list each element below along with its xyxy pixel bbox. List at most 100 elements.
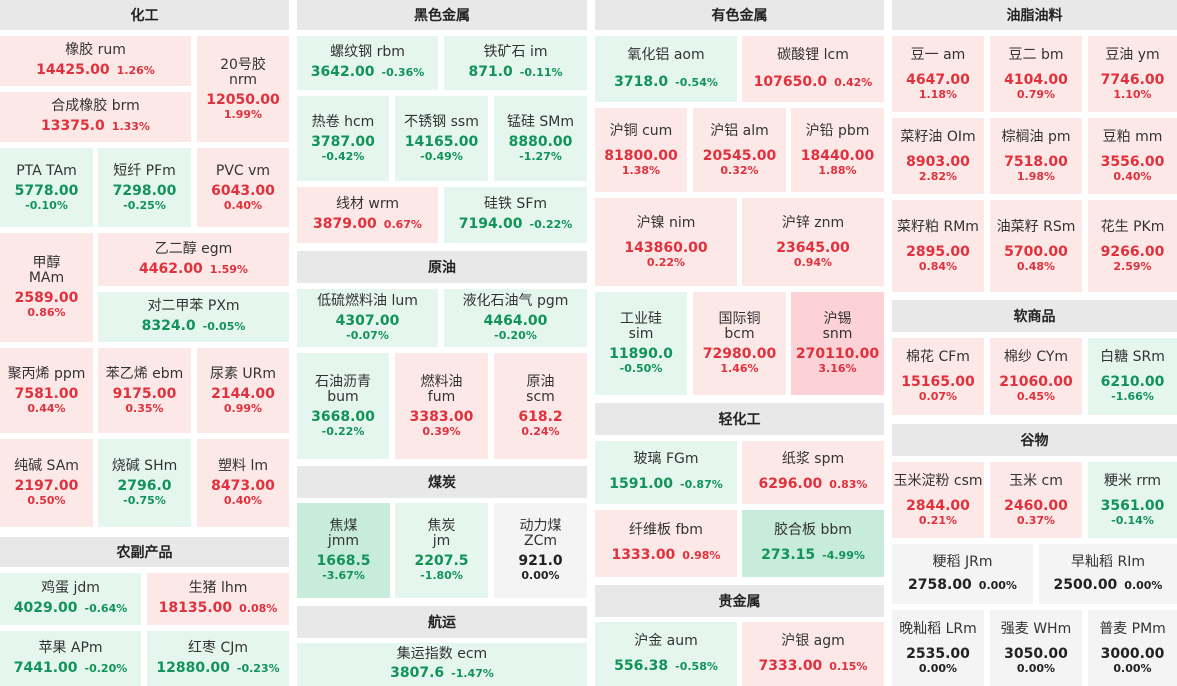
ticker-name: 工业硅 bbox=[620, 311, 662, 327]
ticker-JRm[interactable]: 粳稻 JRm 2758.00 0.00% bbox=[892, 544, 1033, 604]
ticker-TAm[interactable]: PTA TAm 5778.00 -0.10% bbox=[0, 148, 93, 227]
ticker-lcm[interactable]: 碳酸锂 lcm 107650.0 0.42% bbox=[742, 36, 884, 102]
ticker-price: 12880.00 bbox=[156, 659, 230, 676]
ticker-RSm[interactable]: 油菜籽 RSm 5700.00 0.48% bbox=[990, 200, 1082, 292]
ticker-snm[interactable]: 沪锡 snm 270110.00 3.16% bbox=[791, 292, 884, 395]
ticker-scm[interactable]: 原油 scm 618.2 0.24% bbox=[494, 353, 587, 459]
ticker-name: 氧化铝 aom bbox=[627, 46, 705, 63]
section-header-crude: 原油 bbox=[297, 251, 587, 283]
ticker-brm[interactable]: 合成橡胶 brm 13375.0 1.33% bbox=[0, 92, 191, 142]
ticker-name: 集运指数 ecm bbox=[396, 646, 488, 662]
ticker-SFm[interactable]: 硅铁 SFm 7194.00 -0.22% bbox=[444, 187, 587, 243]
ticker-SRm[interactable]: 白糖 SRm 6210.00 -1.66% bbox=[1088, 338, 1177, 415]
ticker-pbm[interactable]: 沪铅 pbm 18440.00 1.88% bbox=[791, 108, 884, 192]
ticker-rum[interactable]: 橡胶 rum 14425.00 1.26% bbox=[0, 36, 191, 86]
ticker-LRm[interactable]: 晚籼稻 LRm 2535.00 0.00% bbox=[892, 610, 984, 686]
ticker-name: 石油沥青 bbox=[315, 373, 371, 390]
ticker-pgm[interactable]: 液化石油气 pgm 4464.00 -0.20% bbox=[444, 289, 587, 347]
ticker-PFm[interactable]: 短纤 PFm 7298.00 -0.25% bbox=[98, 148, 191, 227]
ticker-price: 2144.00 bbox=[211, 385, 275, 402]
ticker-SHm[interactable]: 烧碱 SHm 2796.0 -0.75% bbox=[98, 439, 191, 527]
ticker-name: 油菜籽 RSm bbox=[996, 218, 1076, 235]
ticker-name: 国际铜 bbox=[718, 311, 761, 327]
ticker-bcm[interactable]: 国际铜 bcm 72980.00 1.46% bbox=[693, 292, 786, 395]
ticker-aom[interactable]: 氧化铝 aom 3718.0 -0.54% bbox=[595, 36, 737, 102]
ticker-price: 5700.00 bbox=[1004, 243, 1068, 260]
ticker-change: -3.67% bbox=[322, 569, 365, 582]
ticker-SMm[interactable]: 锰硅 SMm 8880.00 -1.27% bbox=[494, 96, 587, 181]
ticker-PKm[interactable]: 花生 PKm 9266.00 2.59% bbox=[1088, 200, 1177, 292]
ticker-spm[interactable]: 纸浆 spm 6296.00 0.83% bbox=[742, 441, 884, 504]
ticker-code: sim bbox=[628, 326, 654, 342]
ticker-MAm[interactable]: 甲醇 MAm 2589.00 0.86% bbox=[0, 233, 93, 342]
ticker-change: 1.46% bbox=[720, 362, 759, 375]
ticker-ecm[interactable]: 集运指数 ecm 3807.6 -1.47% bbox=[297, 643, 587, 686]
ticker-code: ZCm bbox=[523, 533, 557, 549]
ticker-cum[interactable]: 沪铜 cum 81800.00 1.38% bbox=[595, 108, 687, 192]
ticker-change: 0.79% bbox=[1016, 87, 1056, 101]
ticker-alm[interactable]: 沪铝 alm 20545.00 0.32% bbox=[693, 108, 786, 192]
ticker-am[interactable]: 豆一 am 4647.00 1.18% bbox=[892, 36, 984, 112]
ticker-lhm[interactable]: 生猪 lhm 18135.00 0.08% bbox=[147, 573, 289, 625]
ticker-lum[interactable]: 低硫燃料油 lum 4307.00 -0.07% bbox=[297, 289, 438, 347]
ticker-name: 棕榈油 pm bbox=[1001, 128, 1071, 145]
ticker-agm[interactable]: 沪银 agm 7333.00 0.15% bbox=[742, 622, 884, 686]
ticker-ssm[interactable]: 不锈钢 ssm 14165.00 -0.49% bbox=[395, 96, 488, 181]
ticker-rrm[interactable]: 粳米 rrm 3561.00 -0.14% bbox=[1088, 462, 1177, 538]
ticker-nim[interactable]: 沪镍 nim 143860.00 0.22% bbox=[595, 198, 737, 286]
ticker-sim[interactable]: 工业硅 sim 11890.0 -0.50% bbox=[595, 292, 687, 395]
ticker-mm[interactable]: 豆粕 mm 3556.00 0.40% bbox=[1088, 118, 1177, 194]
ticker-change: 2.59% bbox=[1113, 259, 1152, 273]
ticker-aum[interactable]: 沪金 aum 556.38 -0.58% bbox=[595, 622, 737, 686]
ticker-SAm[interactable]: 纯碱 SAm 2197.00 0.50% bbox=[0, 439, 93, 527]
ticker-ym[interactable]: 豆油 ym 7746.00 1.10% bbox=[1088, 36, 1177, 112]
ticker-price: 3383.00 bbox=[409, 408, 474, 425]
ticker-ppm[interactable]: 聚丙烯 ppm 7581.00 0.44% bbox=[0, 348, 93, 433]
ticker-bbm[interactable]: 胶合板 bbm 273.15 -4.99% bbox=[742, 510, 884, 577]
ticker-jm[interactable]: 焦炭 jm 2207.5 -1.80% bbox=[395, 503, 488, 598]
ticker-fbm[interactable]: 纤维板 fbm 1333.00 0.98% bbox=[595, 510, 737, 577]
ticker-CFm[interactable]: 棉花 CFm 15165.00 0.07% bbox=[892, 338, 984, 415]
ticker-name: 菜籽油 OIm bbox=[900, 128, 976, 145]
ticker-jmm[interactable]: 焦煤 jmm 1668.5 -3.67% bbox=[297, 503, 390, 598]
ticker-change: 1.18% bbox=[918, 87, 958, 101]
ticker-RMm[interactable]: 菜籽粕 RMm 2895.00 0.84% bbox=[892, 200, 984, 292]
section-header-ferrous: 黑色金属 bbox=[297, 0, 587, 30]
ticker-APm[interactable]: 苹果 APm 7441.00 -0.20% bbox=[0, 631, 141, 686]
ticker-rbm[interactable]: 螺纹钢 rbm 3642.00 -0.36% bbox=[297, 36, 438, 90]
ticker-im[interactable]: 铁矿石 im 871.0 -0.11% bbox=[444, 36, 587, 90]
ticker-WHm[interactable]: 强麦 WHm 3050.00 0.00% bbox=[990, 610, 1082, 686]
section-header-agri: 农副产品 bbox=[0, 537, 289, 567]
ticker-pm[interactable]: 棕榈油 pm 7518.00 1.98% bbox=[990, 118, 1082, 194]
section-header-precious: 贵金属 bbox=[595, 585, 884, 617]
ticker-znm[interactable]: 沪锌 znm 23645.00 0.94% bbox=[742, 198, 884, 286]
ticker-csm[interactable]: 玉米淀粉 csm 2844.00 0.21% bbox=[892, 462, 984, 538]
ticker-cm[interactable]: 玉米 cm 2460.00 0.37% bbox=[990, 462, 1082, 538]
ticker-URm[interactable]: 尿素 URm 2144.00 0.99% bbox=[197, 348, 289, 433]
ticker-change: 0.48% bbox=[1016, 259, 1056, 273]
ticker-OIm[interactable]: 菜籽油 OIm 8903.00 2.82% bbox=[892, 118, 984, 194]
ticker-wrm[interactable]: 线材 wrm 3879.00 0.67% bbox=[297, 187, 438, 243]
ticker-bum[interactable]: 石油沥青 bum 3668.00 -0.22% bbox=[297, 353, 389, 459]
ticker-name: 苹果 APm bbox=[38, 639, 103, 656]
ticker-bm[interactable]: 豆二 bm 4104.00 0.79% bbox=[990, 36, 1082, 112]
ticker-ebm[interactable]: 苯乙烯 ebm 9175.00 0.35% bbox=[98, 348, 191, 433]
ticker-ZCm[interactable]: 动力煤 ZCm 921.0 0.00% bbox=[494, 503, 587, 598]
ticker-change: -0.25% bbox=[123, 198, 166, 212]
ticker-price: 8473.00 bbox=[211, 478, 275, 494]
ticker-fum[interactable]: 燃料油 fum 3383.00 0.39% bbox=[395, 353, 488, 459]
ticker-price: 3879.00 bbox=[313, 216, 377, 232]
ticker-vm[interactable]: PVC vm 6043.00 0.40% bbox=[197, 148, 289, 227]
ticker-PXm[interactable]: 对二甲苯 PXm 8324.0 -0.05% bbox=[98, 292, 289, 342]
ticker-hcm[interactable]: 热卷 hcm 3787.00 -0.42% bbox=[297, 96, 389, 181]
ticker-change: 0.35% bbox=[125, 401, 164, 415]
ticker-nrm[interactable]: 20号胶 nrm 12050.00 1.99% bbox=[197, 36, 289, 142]
ticker-jdm[interactable]: 鸡蛋 jdm 4029.00 -0.64% bbox=[0, 573, 141, 625]
ticker-CJm[interactable]: 红枣 CJm 12880.00 -0.23% bbox=[147, 631, 289, 686]
ticker-RIm[interactable]: 早籼稻 RIm 2500.00 0.00% bbox=[1039, 544, 1177, 604]
ticker-FGm[interactable]: 玻璃 FGm 1591.00 -0.87% bbox=[595, 441, 737, 504]
ticker-lm[interactable]: 塑料 lm 8473.00 0.40% bbox=[197, 439, 289, 527]
ticker-CYm[interactable]: 棉纱 CYm 21060.00 0.45% bbox=[990, 338, 1082, 415]
ticker-PMm[interactable]: 普麦 PMm 3000.00 0.00% bbox=[1088, 610, 1177, 686]
ticker-egm[interactable]: 乙二醇 egm 4462.00 1.59% bbox=[98, 233, 289, 286]
